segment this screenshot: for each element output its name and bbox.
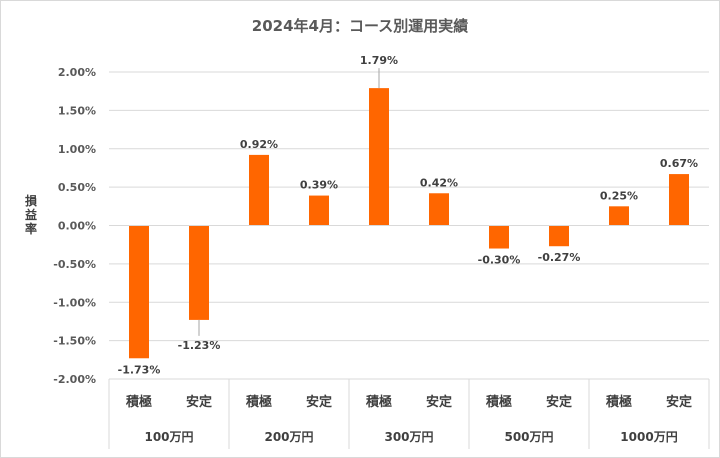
y-tick-label: 2.00% (58, 66, 96, 79)
y-tick-label: -1.50% (53, 335, 96, 348)
y-axis-label-char: 益 (25, 207, 37, 222)
bar (369, 88, 389, 226)
chart-title: 2024年4月：コース別運用実績 (252, 17, 468, 35)
y-axis-ticks: 2.00% 1.50% 1.00% 0.50% 0.00% -0.50% -1.00% -1.… (53, 66, 96, 386)
category-label: 安定 (306, 394, 332, 410)
y-tick-label: 1.00% (58, 143, 96, 156)
y-axis-label: 損益率 (25, 193, 38, 236)
data-label: 0.25% (600, 189, 638, 202)
y-tick-label: -2.00% (53, 373, 96, 386)
data-label: -1.73% (118, 363, 161, 376)
x-axis: 100万円 積極 安定 200万円 積極 安定 300万円 積極 安定 500万円 積極 安定 1000… (108, 379, 710, 449)
y-axis-label-char: 損 (25, 193, 38, 208)
group-label: 200万円 (264, 430, 313, 444)
data-label: 0.42% (420, 176, 458, 189)
y-tick-label: 1.50% (58, 104, 96, 117)
category-label: 安定 (186, 394, 212, 410)
y-axis-label-char: 率 (25, 221, 37, 236)
bar (249, 154, 269, 226)
group-label: 500万円 (504, 430, 553, 444)
bar (609, 206, 629, 226)
category-label: 安定 (426, 394, 452, 410)
category-label: 積極 (365, 394, 392, 410)
group-label: 300万円 (384, 430, 433, 444)
bar (669, 174, 689, 226)
category-label: 積極 (125, 394, 152, 410)
data-label: -0.27% (538, 251, 581, 264)
category-label: 積極 (245, 394, 272, 410)
bar (489, 225, 509, 249)
group-label: 100万円 (144, 430, 193, 444)
bar (189, 225, 209, 320)
bar (429, 193, 449, 226)
y-tick-label: 0.50% (58, 181, 96, 194)
data-label: 1.79% (360, 54, 398, 67)
y-tick-label: -0.50% (53, 258, 96, 271)
bar (129, 225, 149, 359)
data-label: -0.30% (478, 254, 521, 267)
data-labels: -1.73% -1.23% 0.92% 0.39% 1.79% 0.42% -0.30% -0… (118, 54, 698, 376)
bar (549, 225, 569, 247)
category-label: 積極 (605, 394, 632, 410)
y-tick-label: -1.00% (53, 296, 96, 309)
y-tick-label: 0.00% (58, 220, 96, 233)
data-label: 0.92% (240, 138, 278, 151)
category-label: 安定 (546, 394, 572, 410)
category-label: 積極 (485, 394, 512, 410)
group-label: 1000万円 (620, 430, 677, 444)
data-label: 0.39% (300, 179, 338, 192)
data-label: 0.67% (660, 157, 698, 170)
category-label: 安定 (666, 394, 692, 410)
bars (109, 88, 709, 359)
data-label: -1.23% (178, 339, 221, 352)
bar (309, 195, 329, 226)
